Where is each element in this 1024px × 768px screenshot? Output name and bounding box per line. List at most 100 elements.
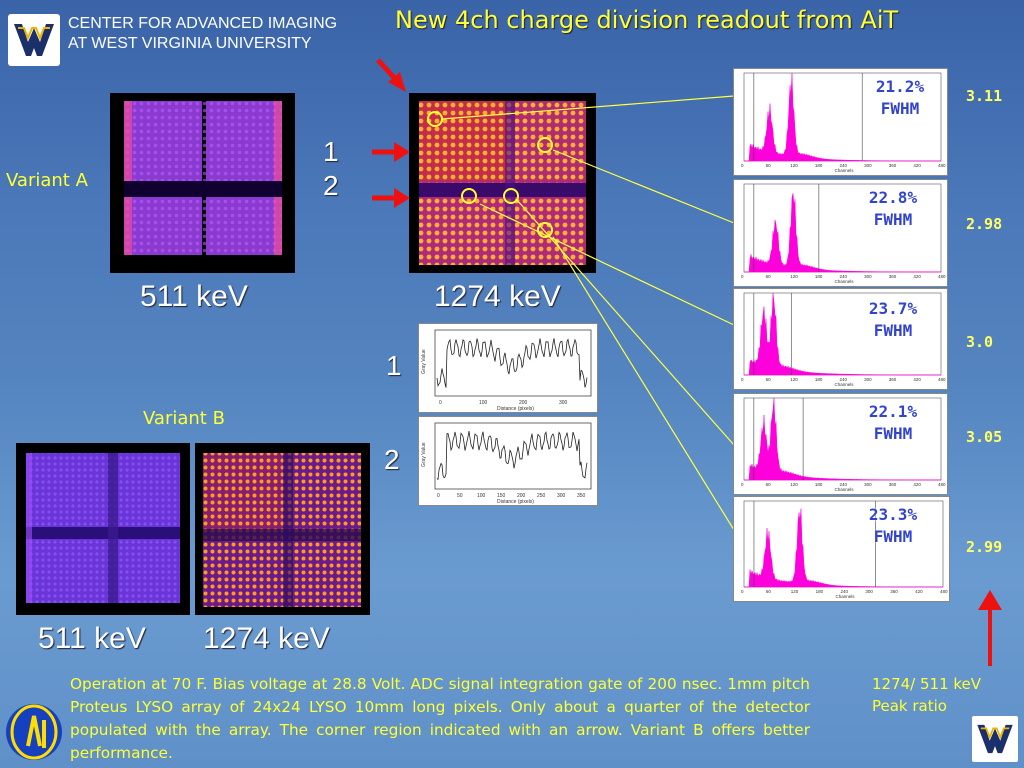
spectrum-3-xtick-6: 360	[889, 377, 897, 382]
slide-title: New 4ch charge division readout from AiT	[395, 6, 899, 34]
profile-1-xlabel: Distance (pixels)	[497, 406, 534, 412]
fwhm-label-2: 22.8% FWHM	[855, 187, 931, 231]
row-label-2: 2	[323, 170, 339, 201]
org-line-1: CENTER FOR ADVANCED IMAGING	[68, 15, 338, 32]
spectrum-1-xtick-2: 120	[790, 163, 798, 168]
spectrum-5-xtick-5: 300	[865, 589, 873, 594]
fwhm-label-5: 23.3% FWHM	[855, 504, 931, 548]
spectrum-5-xtick-6: 360	[890, 589, 898, 594]
peak-ratio-caption: 1274/ 511 keV Peak ratio	[872, 673, 981, 717]
description-text: Operation at 70 F. Bias voltage at 28.8 …	[70, 675, 810, 762]
energy-label-b-511: 511 keV	[38, 622, 146, 655]
profile-2-tick-4: 200	[517, 493, 526, 499]
variant-a-label: Variant A	[6, 170, 88, 191]
spectrum-1-xlabel: Channels	[835, 168, 855, 173]
spectrum-2-xtick-7: 420	[913, 274, 921, 279]
profile-2-tick-3: 150	[497, 493, 506, 499]
wvu-logo-bottom	[972, 716, 1018, 762]
spectrum-3-xtick-4: 240	[840, 377, 848, 382]
spectrum-3-xtick-3: 180	[815, 377, 823, 382]
fwhm-unit-1: FWHM	[880, 99, 920, 118]
profile-label-2: 2	[384, 444, 400, 475]
spectrum-5-xtick-8: 480	[940, 589, 948, 594]
up-arrow	[978, 590, 1002, 666]
fwhm-value-2: 22.8%	[868, 188, 918, 207]
peak-ratio-2: 2.98	[966, 215, 1003, 233]
spectrum-4-xtick-6: 360	[889, 482, 897, 487]
fwhm-unit-4: FWHM	[873, 424, 913, 443]
fwhm-unit-2: FWHM	[873, 210, 913, 229]
spectrum-curve-5	[744, 508, 944, 588]
spectrum-2-xtick-8: 480	[938, 274, 946, 279]
spectrum-5-xtick-4: 240	[841, 589, 849, 594]
fwhm-value-5: 23.3%	[868, 505, 918, 524]
spectrum-5-xtick-1: 60	[766, 589, 772, 594]
profile-2-ylabel: Gray Value	[421, 442, 427, 467]
peak-ratio-3: 3.0	[966, 333, 994, 351]
profile-2-tick-1: 50	[457, 493, 463, 499]
org-line-2: AT WEST VIRGINIA UNIVERSITY	[68, 35, 312, 52]
spectrum-3-xtick-1: 60	[766, 377, 772, 382]
spectrum-4-xtick-4: 240	[840, 482, 848, 487]
spectrum-1-xtick-0: 0	[741, 163, 744, 168]
row-label-1: 1	[323, 136, 339, 167]
fwhm-label-1: 21.2% FWHM	[862, 76, 938, 120]
profile-label-1: 1	[386, 350, 402, 381]
energy-label-a-511: 511 keV	[140, 280, 248, 313]
spectrum-4-xlabel: Channels	[835, 487, 855, 492]
spectrum-curve-3	[744, 292, 941, 376]
profile-2-tick-6: 300	[557, 493, 566, 499]
spectrum-chart-3: 0 60 120 180 240 300 360 420 480 Channels	[733, 288, 948, 390]
profile-1-tick-1: 100	[479, 400, 488, 406]
row-2-arrow	[372, 188, 410, 208]
peak-ratio-5: 2.99	[966, 538, 1003, 556]
spectrum-chart-5: 0 60 120 180 240 300 360 420 480 Channels	[733, 496, 950, 602]
spectrum-2-xtick-5: 300	[864, 274, 872, 279]
profile-2-tick-7: 350	[577, 493, 586, 499]
spectrum-chart-4: 0 60 120 180 240 300 360 420 480 Channels	[733, 393, 948, 495]
spectrum-3-xtick-2: 120	[790, 377, 798, 382]
spectrum-5-xtick-7: 420	[915, 589, 923, 594]
peak-ratio-4: 3.05	[966, 428, 1003, 446]
spectrum-5-xtick-0: 0	[741, 589, 744, 594]
spectrum-4-xtick-5: 300	[864, 482, 872, 487]
profile-1-tick-0: 0	[439, 400, 442, 406]
flood-image-b-511	[16, 443, 190, 615]
profile-plot-2: Gray Value 0 50 100 150 200 250 300 350 …	[418, 416, 598, 506]
spectrum-chart-2: 0 60 120 180 240 300 360 420 480 Channels	[733, 179, 948, 287]
red-arrows	[372, 58, 410, 208]
spectrum-2-xtick-2: 120	[790, 274, 798, 279]
spectrum-4-xtick-7: 420	[913, 482, 921, 487]
spectrum-3-xtick-0: 0	[741, 377, 744, 382]
spectrum-2-xtick-4: 240	[840, 274, 848, 279]
wvu-logo	[8, 14, 60, 66]
spectrum-4-xtick-8: 480	[938, 482, 946, 487]
profile-2-tick-2: 100	[477, 493, 486, 499]
spectrum-2-xtick-6: 360	[889, 274, 897, 279]
spectrum-4-xtick-0: 0	[741, 482, 744, 487]
spectrum-5-xtick-3: 180	[816, 589, 824, 594]
spectrum-5-xtick-2: 120	[791, 589, 799, 594]
profile-2-tick-0: 0	[437, 493, 440, 499]
fwhm-unit-3: FWHM	[873, 321, 913, 340]
peak-ratio-line-1: 1274/ 511 keV	[872, 675, 982, 693]
spectrum-3-xlabel: Channels	[835, 382, 855, 387]
corner-arrow	[376, 58, 406, 92]
row-1-arrow	[372, 142, 410, 162]
spectrum-1-xtick-4: 240	[840, 163, 848, 168]
profile-1-tick-3: 300	[559, 400, 568, 406]
spectrum-2-xtick-1: 60	[766, 274, 772, 279]
profile-2-tick-5: 250	[537, 493, 546, 499]
spectrum-2-xtick-3: 180	[815, 274, 823, 279]
spectrum-curve-2	[744, 193, 942, 273]
spectrum-1-xtick-1: 60	[766, 163, 772, 168]
spectrum-5-xlabel: Channels	[836, 594, 856, 599]
profile-1-ylabel: Gray Value	[421, 349, 427, 374]
spectrum-3-xtick-5: 300	[864, 377, 872, 382]
flood-image-a-1274	[409, 93, 596, 273]
peak-ratio-line-2: Peak ratio	[872, 697, 947, 715]
spectrum-3-xtick-8: 480	[938, 377, 946, 382]
spectrum-chart-1: 0 60 120 180 240 300 360 420 480 Channels	[733, 68, 948, 176]
spectrum-4-xtick-3: 180	[815, 482, 823, 487]
spectrum-3-xtick-7: 420	[913, 377, 921, 382]
